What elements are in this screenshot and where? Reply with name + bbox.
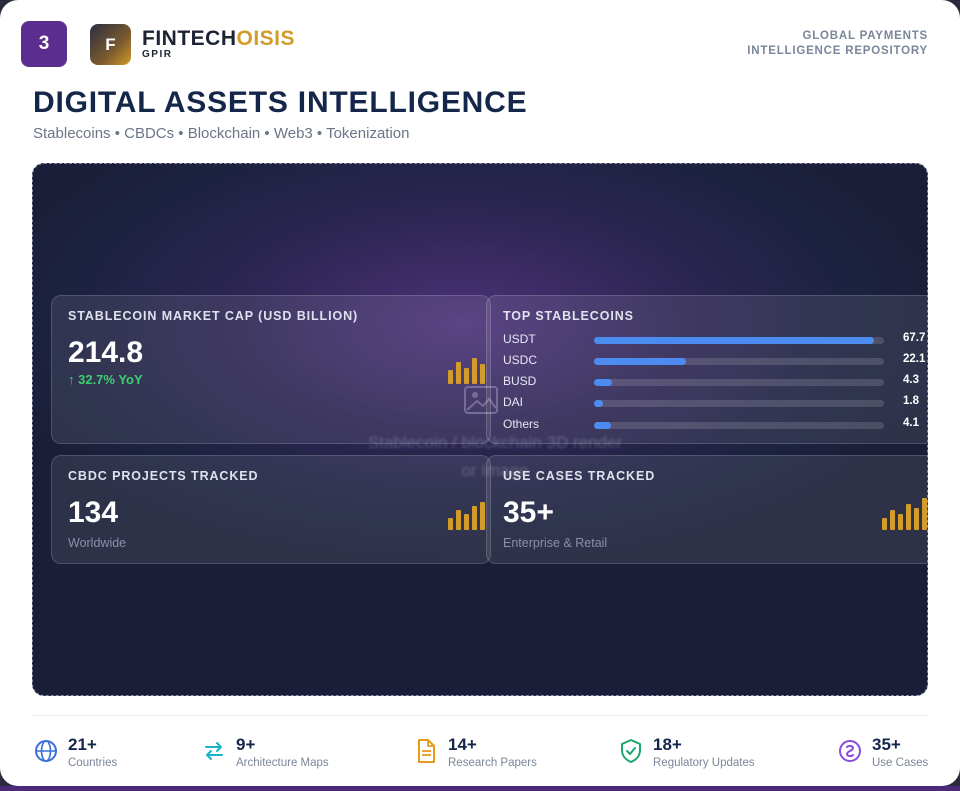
shield-check-icon <box>621 739 641 763</box>
cbdc-value: 134 <box>68 496 119 529</box>
stablecoin-bar-fill <box>594 422 611 429</box>
market-cap-label: STABLECOIN MARKET CAP (USD BILLION) <box>68 309 359 323</box>
stablecoin-row-usdc: USDC 22.1 <box>503 353 927 369</box>
stat-number: 18+ <box>653 735 682 754</box>
cbdc-panel: CBDC PROJECTS TRACKED 134 Worldwide <box>51 455 491 564</box>
spark-bar <box>922 498 927 530</box>
spark-bar <box>464 514 469 530</box>
page-number-badge: 3 <box>21 21 67 67</box>
spark-bar <box>448 518 453 530</box>
stablecoin-value: 22.1 <box>903 353 926 365</box>
stablecoin-value: 4.1 <box>903 417 919 429</box>
stat-label: Research Papers <box>448 757 537 769</box>
stablecoin-bar-track <box>594 337 884 344</box>
cbdc-label: CBDC PROJECTS TRACKED <box>68 469 259 483</box>
swap-arrows-icon <box>205 742 223 760</box>
brand-name-main: FINTECH <box>142 27 237 50</box>
market-cap-sparkbars <box>448 358 485 384</box>
brand-name-accent: OISIS <box>236 27 296 50</box>
stablecoin-value: 4.3 <box>903 374 919 386</box>
tagline-line-2: INTELLIGENCE REPOSITORY <box>747 45 928 57</box>
stat-number: 14+ <box>448 735 477 754</box>
top-stablecoins-panel: TOP STABLECOINS USDT 67.7 USDC 22.1 BUSD 4.3 D… <box>486 295 927 444</box>
stablecoin-row-dai: DAI 1.8 <box>503 395 927 411</box>
stablecoin-name: BUSD <box>503 374 537 388</box>
spark-bar <box>906 504 911 530</box>
stablecoin-bar-track <box>594 358 884 365</box>
use-cases-label: USE CASES TRACKED <box>503 469 656 483</box>
spark-bar <box>914 508 919 530</box>
hero-image-area: Stablecoin / blockchain 3D render or Ima… <box>32 163 928 696</box>
market-cap-panel: STABLECOIN MARKET CAP (USD BILLION) 214.… <box>51 295 491 444</box>
top-stablecoins-label: TOP STABLECOINS <box>503 309 634 323</box>
stablecoin-row-busd: BUSD 4.3 <box>503 374 927 390</box>
header-tagline: GLOBAL PAYMENTS INTELLIGENCE REPOSITORY <box>747 29 928 59</box>
spark-bar <box>456 362 461 384</box>
placeholder-line-2: or Image <box>461 461 529 480</box>
brand-logo: F <box>90 24 131 65</box>
stablecoin-name: Others <box>503 417 540 431</box>
use-cases-panel: USE CASES TRACKED 35+ Enterprise & Retai… <box>486 455 927 564</box>
stat-number: 35+ <box>872 735 901 754</box>
spark-bar <box>472 506 477 530</box>
stablecoin-value: 1.8 <box>903 395 919 407</box>
use-cases-note: Enterprise & Retail <box>503 536 608 550</box>
globe-icon <box>35 740 57 762</box>
stat-label: Architecture Maps <box>236 757 329 769</box>
stablecoin-name: USDC <box>503 353 538 367</box>
stablecoin-bar-track <box>594 400 884 407</box>
stablecoin-value: 67.7 <box>903 332 926 344</box>
cbdc-sparkbars <box>448 502 485 530</box>
image-icon <box>464 386 498 414</box>
stablecoin-bar-fill <box>594 379 612 386</box>
stat-label: Use Cases <box>872 757 929 769</box>
spark-bar <box>890 510 895 530</box>
stat-label: Countries <box>68 757 118 769</box>
coin-icon <box>839 740 861 762</box>
brand-name: FINTECHOISIS <box>142 28 295 50</box>
market-cap-delta: ↑ 32.7% YoY <box>68 372 143 387</box>
spark-bar <box>464 368 469 384</box>
stablecoin-bar-track <box>594 379 884 386</box>
stablecoin-bar-fill <box>594 358 686 365</box>
spark-bar <box>456 510 461 530</box>
stablecoin-name: USDT <box>503 332 536 346</box>
spark-bar <box>480 502 485 530</box>
brand-subtitle: GPIR <box>142 49 173 60</box>
stats-divider <box>32 715 928 716</box>
use-cases-sparkbars <box>882 498 927 530</box>
stat-label: Regulatory Updates <box>653 757 755 769</box>
spark-bar <box>898 514 903 530</box>
market-cap-value: 214.8 <box>68 336 144 369</box>
document-icon <box>418 739 435 763</box>
page-subtitle: Stablecoins • CBDCs • Blockchain • Web3 … <box>33 125 410 142</box>
stablecoin-row-usdt: USDT 67.7 <box>503 332 927 348</box>
stat-number: 9+ <box>236 735 256 754</box>
spark-bar <box>480 364 485 384</box>
stablecoin-row-others: Others 4.1 <box>503 417 927 433</box>
spark-bar <box>472 358 477 384</box>
spark-bar <box>882 518 887 530</box>
stat-number: 21+ <box>68 735 97 754</box>
stablecoin-name: DAI <box>503 395 524 409</box>
use-cases-value: 35+ <box>503 496 554 529</box>
cbdc-note: Worldwide <box>68 536 127 550</box>
stablecoin-bar-fill <box>594 400 603 407</box>
spark-bar <box>448 370 453 384</box>
stablecoin-bar-fill <box>594 337 875 344</box>
page-title: DIGITAL ASSETS INTELLIGENCE <box>33 86 528 119</box>
bottom-accent-bar <box>0 786 960 791</box>
tagline-line-1: GLOBAL PAYMENTS <box>802 30 928 42</box>
stablecoin-bar-track <box>594 422 884 429</box>
